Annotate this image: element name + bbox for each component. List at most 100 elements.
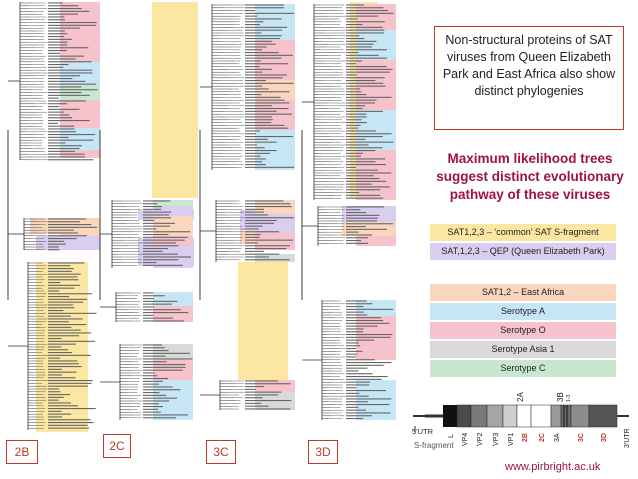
tip-label [143,222,175,224]
clade-highlight [255,380,295,392]
tip-label [48,298,88,300]
genome-label-vp3: VP3 [493,433,500,446]
genome-label-vp2: VP2 [477,433,484,446]
tip-label [143,262,157,264]
tip-label [245,400,292,402]
tip-label [346,367,368,369]
tip-label [143,406,163,408]
tip-label [245,110,277,112]
tip-label [143,250,163,252]
tip-label [346,194,381,196]
tip-label [245,380,278,382]
tip-label [48,8,82,10]
tip-label [346,116,367,118]
s-fragment-label: S-fragment [414,441,454,450]
tip-label [245,405,269,407]
tip-label [346,209,361,211]
clade-highlight [60,62,100,86]
tip-label [48,33,68,35]
tip-label [48,47,89,49]
tip-label [346,300,367,302]
tip-label [48,293,93,295]
tip-label [245,200,284,202]
tip-label [346,186,390,188]
tip-label [48,125,75,127]
genome-label-5utr: 5'UTR [412,427,434,436]
tip-label [346,105,366,107]
tip-label [346,80,376,82]
tip-label [48,315,71,317]
tip-label [143,369,183,371]
tip-label [346,133,392,135]
tip-label [143,350,169,352]
tip-label [346,322,390,324]
tip-label [346,418,364,420]
tip-label [245,256,269,258]
tip-label [346,364,384,366]
tip-label [245,108,289,110]
tip-label [143,372,155,374]
tip-label [346,68,393,70]
tip-label [48,422,94,424]
tip-label [346,102,376,104]
tip-label [245,94,262,96]
tip-label [346,183,372,185]
tip-label [346,220,378,222]
website-url[interactable]: www.pirbright.ac.uk [505,461,601,473]
tip-label [48,270,72,272]
tip-label [346,38,365,40]
tip-label [346,166,357,168]
tip-label [346,119,362,121]
tip-label [48,282,61,284]
tip-label [245,38,280,40]
tip-label [48,238,77,240]
tip-label [245,124,285,126]
clade-highlight [153,200,193,206]
tip-label [48,19,66,21]
tip-label [245,119,273,121]
clade-highlight [60,100,100,128]
tip-label [48,273,81,275]
tip-label [346,384,370,386]
tip-label [245,113,292,115]
tip-label [346,336,391,338]
tip-label [245,105,272,107]
tip-label [143,208,162,210]
tip-label [346,353,358,355]
tip-label [143,314,154,316]
tip-label [245,397,263,399]
legend-sat-east-africa: SAT1,2 – East Africa [430,284,616,301]
tip-label [245,26,288,28]
tip-label [48,226,97,228]
tip-label [346,46,372,48]
tip-label [143,364,186,366]
tip-label [245,133,256,135]
tip-label [245,206,292,208]
tip-label [48,64,69,66]
tip-label [48,120,90,122]
tip-label [48,276,78,278]
tip-label [346,228,388,230]
tip-label [48,301,84,303]
tip-label [346,373,373,375]
tip-label [346,359,375,361]
tip-label [346,24,363,26]
tip-label [48,156,86,158]
tip-label [48,388,59,390]
tip-label [48,13,78,15]
tip-label [346,99,377,101]
legend-serotype-a: Serotype A [430,303,616,320]
tip-label [48,352,73,354]
tip-label [245,99,285,101]
tip-label [346,127,359,129]
tip-label [346,212,367,214]
tip-label [48,30,65,32]
tip-label [48,83,97,85]
tip-label [48,131,77,133]
tip-label [48,268,74,270]
tip-label [245,402,262,404]
tip-label [143,303,172,305]
genome-label-3c: 3C [578,433,585,442]
legend-sat-common: SAT1,2,3 – ‘common’ SAT S-fragment [430,224,616,241]
tip-label [143,259,179,261]
